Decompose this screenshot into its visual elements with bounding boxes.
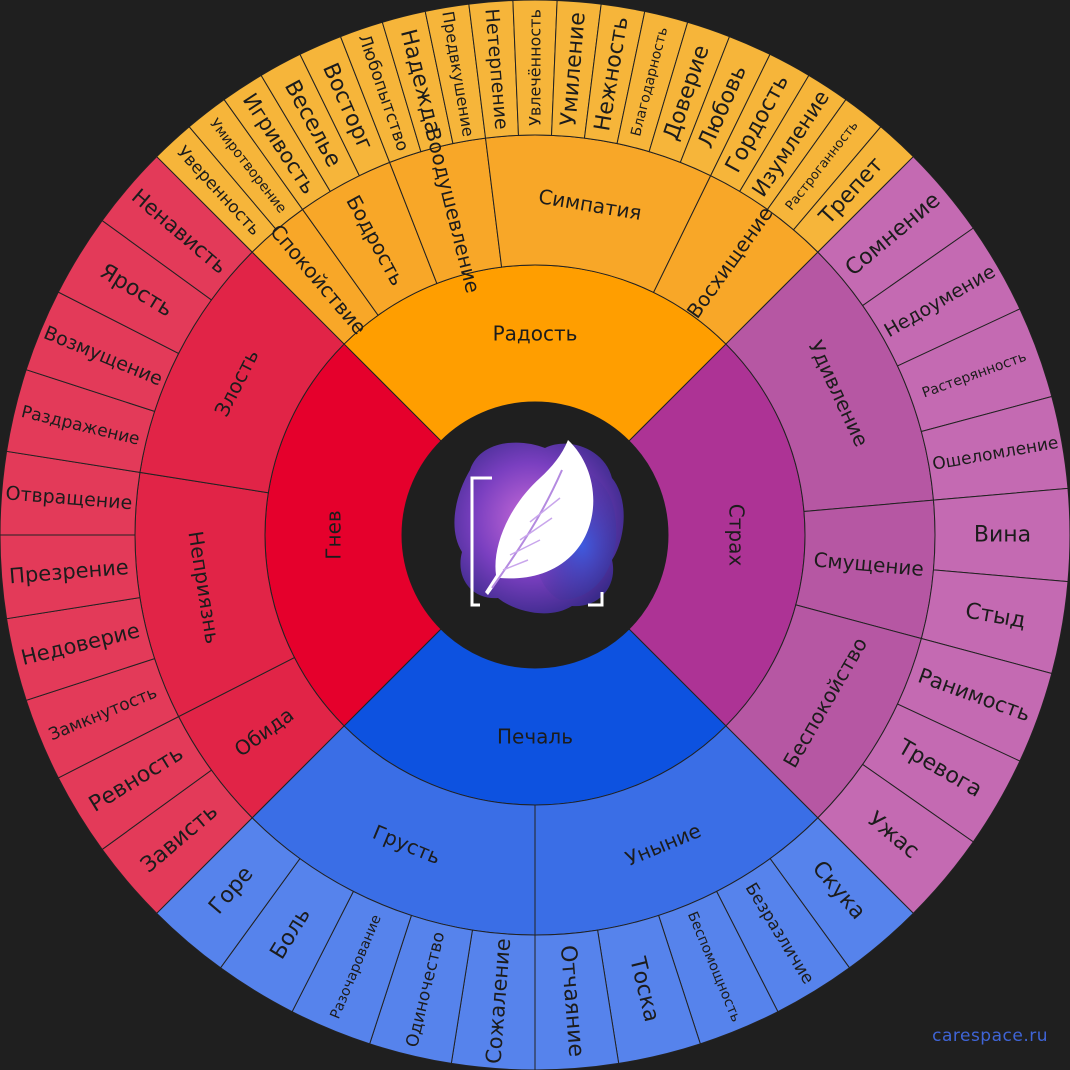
primary-label: Радость [493,322,578,346]
tertiary-sector [101,155,253,301]
primary-label: Печаль [497,725,573,749]
logo [402,402,668,668]
tertiary-label: Увлечённость [526,9,545,126]
tertiary-label: Вина [974,523,1031,548]
feather-icon [485,440,594,595]
bracket-frame [470,476,604,607]
brand-link[interactable]: carespace.ru [932,1026,1048,1046]
primary-label: Страх [725,504,749,567]
primary-label: Гнев [322,510,346,559]
